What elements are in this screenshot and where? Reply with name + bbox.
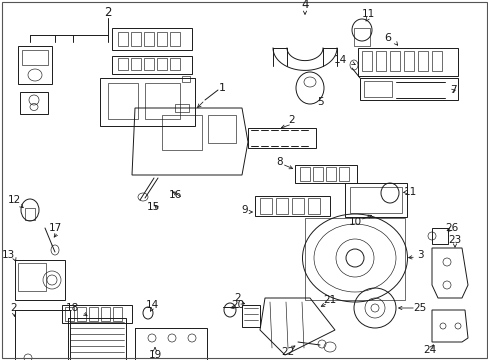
Bar [170, 58, 180, 70]
Text: 11: 11 [361, 9, 374, 19]
Bar [143, 58, 154, 70]
Text: 15: 15 [146, 202, 159, 212]
Text: 7: 7 [449, 85, 455, 95]
Bar [135, 328, 206, 360]
Bar [353, 28, 369, 46]
Bar [338, 167, 348, 181]
Bar [162, 115, 202, 150]
Bar [112, 28, 192, 50]
Bar [357, 48, 457, 76]
Bar [170, 32, 180, 46]
Text: 2: 2 [288, 115, 295, 125]
Bar [101, 307, 110, 321]
Text: 2: 2 [234, 293, 241, 303]
Bar [325, 167, 335, 181]
Bar [307, 198, 319, 214]
Bar [65, 307, 74, 321]
Bar [15, 310, 70, 360]
Bar [22, 50, 48, 65]
Text: 5: 5 [316, 97, 323, 107]
Text: 1: 1 [218, 83, 225, 93]
Bar [431, 51, 441, 71]
Bar [349, 187, 401, 213]
Text: 9: 9 [241, 205, 248, 215]
Text: 18: 18 [65, 303, 79, 313]
Bar [113, 307, 122, 321]
Bar [431, 228, 447, 244]
Bar [118, 32, 128, 46]
Text: 26: 26 [445, 223, 458, 233]
Bar [417, 51, 427, 71]
Bar [242, 305, 260, 327]
Bar [112, 56, 192, 74]
Bar [131, 58, 141, 70]
Bar [175, 104, 189, 112]
Bar [131, 32, 141, 46]
Text: 22: 22 [281, 347, 294, 357]
Text: 17: 17 [48, 223, 61, 233]
Bar [89, 307, 98, 321]
Text: 8: 8 [276, 157, 283, 167]
Text: 13: 13 [1, 250, 15, 260]
Text: 14: 14 [333, 55, 346, 65]
Text: 2: 2 [104, 5, 112, 18]
Text: 2: 2 [11, 303, 17, 313]
Bar [100, 78, 195, 126]
Bar [68, 318, 126, 360]
Bar [312, 167, 323, 181]
Text: 16: 16 [168, 190, 181, 200]
Bar [143, 32, 154, 46]
Text: 4: 4 [301, 0, 308, 12]
Bar [403, 51, 413, 71]
Bar [299, 167, 309, 181]
Bar [157, 58, 167, 70]
Bar [20, 92, 48, 114]
Text: 10: 10 [348, 217, 361, 227]
Bar [77, 307, 86, 321]
Text: 3: 3 [416, 250, 423, 260]
Bar [375, 51, 385, 71]
Bar [361, 51, 371, 71]
Bar [247, 128, 315, 148]
Text: 19: 19 [148, 350, 162, 360]
Bar [182, 76, 190, 82]
Bar [363, 81, 391, 97]
Text: 6: 6 [384, 33, 391, 43]
Bar [291, 198, 304, 214]
Bar [108, 83, 138, 119]
Bar [157, 32, 167, 46]
Bar [207, 115, 236, 143]
Text: 23: 23 [447, 235, 461, 245]
Bar [25, 208, 35, 220]
Bar [305, 218, 404, 300]
Bar [275, 198, 287, 214]
Text: 12: 12 [7, 195, 20, 205]
Text: 11: 11 [403, 187, 416, 197]
Bar [62, 305, 132, 323]
Bar [260, 198, 271, 214]
Bar [254, 196, 329, 216]
Bar [18, 263, 46, 291]
Bar [294, 165, 356, 183]
Bar [15, 260, 65, 300]
Bar [145, 83, 180, 119]
Bar [359, 78, 457, 100]
Text: 14: 14 [145, 300, 158, 310]
Bar [389, 51, 399, 71]
Text: 21: 21 [323, 295, 336, 305]
Bar [118, 58, 128, 70]
Text: 25: 25 [412, 303, 426, 313]
Text: 24: 24 [423, 345, 436, 355]
Bar [18, 46, 52, 84]
Text: 20: 20 [231, 300, 244, 310]
Bar [345, 183, 406, 217]
